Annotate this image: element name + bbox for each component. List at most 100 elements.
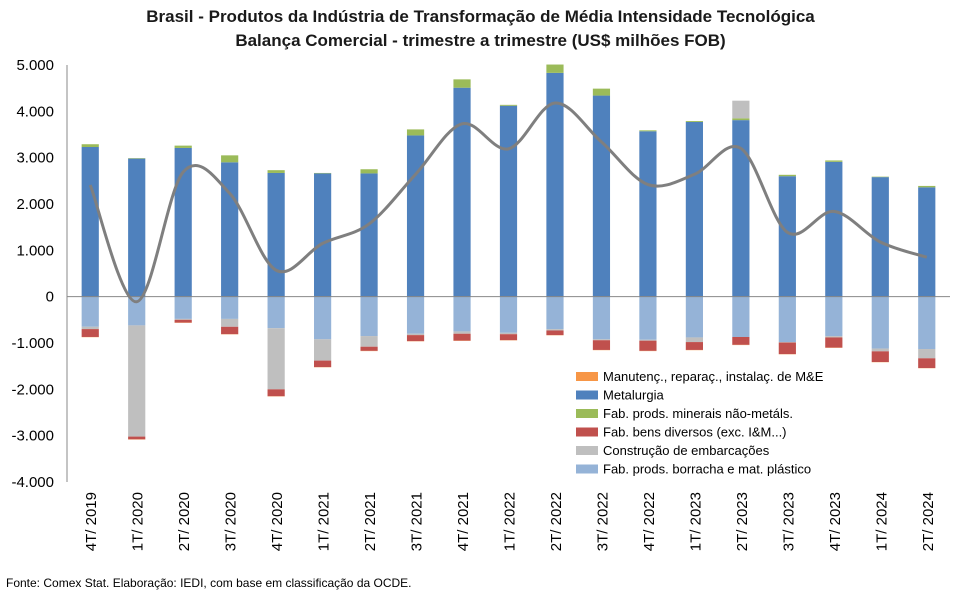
bar-3-0	[81, 329, 99, 337]
bar-1-15	[778, 176, 796, 297]
x-tick-label: 2T/ 2022	[548, 492, 565, 551]
bar-4-13	[685, 337, 703, 343]
bar-1-12	[639, 131, 657, 297]
bar-3-4	[267, 389, 285, 397]
bar-5-12	[639, 296, 657, 340]
bar-4-5	[314, 339, 332, 361]
x-tick-label: 1T/ 2021	[316, 492, 333, 551]
bar-2-4	[267, 170, 285, 173]
x-tick-label: 4T/ 2022	[641, 492, 658, 551]
y-tick-label: -1.000	[11, 335, 54, 352]
bar-1-6	[360, 173, 378, 297]
bar-5-4	[267, 296, 285, 329]
x-tick-label: 1T/ 2022	[502, 492, 519, 551]
bar-2-2	[174, 145, 192, 148]
bar-4-2	[174, 318, 192, 320]
bar-2-13	[685, 121, 703, 122]
bar-3-14	[732, 336, 750, 345]
bar-5-18	[918, 296, 936, 350]
x-tick-label: 1T/ 2024	[873, 492, 890, 551]
bar-4-1	[128, 325, 146, 437]
legend-label-0: Manutenç., reparaç., instalaç. de M&E	[603, 369, 824, 384]
x-tick-label: 1T/ 2023	[687, 492, 704, 551]
bar-4-14	[732, 100, 750, 119]
x-tick-label: 3T/ 2020	[223, 492, 240, 551]
bar-4-6	[360, 336, 378, 347]
x-tick-label: 1T/ 2020	[130, 492, 147, 551]
bar-4-9	[499, 332, 518, 335]
bar-3-9	[499, 334, 518, 341]
bar-3-11	[592, 340, 611, 350]
y-tick-label: 5.000	[16, 57, 54, 74]
bar-5-10	[546, 296, 564, 330]
y-tick-label: 1.000	[16, 242, 54, 259]
bar-1-16	[825, 161, 843, 297]
bar-5-2	[174, 296, 192, 319]
bar-4-17	[871, 348, 889, 352]
bar-5-9	[499, 296, 518, 333]
y-tick-label: 2.000	[16, 196, 54, 213]
bar-3-1	[128, 436, 146, 440]
y-tick-label: -2.000	[11, 381, 54, 398]
bar-4-11	[592, 339, 611, 341]
bar-1-10	[546, 72, 564, 297]
bar-2-12	[639, 130, 657, 132]
bar-3-7	[406, 335, 425, 342]
legend-swatch-4	[576, 446, 598, 455]
bar-5-11	[592, 296, 611, 340]
bar-3-2	[174, 319, 192, 323]
bar-1-5	[314, 173, 332, 297]
bar-1-7	[406, 135, 425, 297]
legend-swatch-3	[576, 427, 598, 437]
chart-subtitle: Balança Comercial - trimestre a trimestr…	[235, 31, 726, 50]
x-tick-label: 3T/ 2021	[409, 492, 426, 551]
bar-3-6	[360, 346, 378, 351]
legend-swatch-0	[576, 372, 598, 381]
source-note: Fonte: Comex Stat. Elaboração: IEDI, com…	[6, 576, 412, 590]
y-tick-label: -4.000	[11, 474, 54, 491]
bar-1-4	[267, 172, 285, 297]
legend-label-3: Fab. bens diversos (exc. I&M...)	[603, 425, 787, 440]
bar-3-12	[639, 340, 657, 351]
bar-2-10	[546, 64, 564, 73]
x-tick-label: 4T/ 2023	[827, 492, 844, 551]
bar-5-14	[732, 296, 750, 337]
legend-label-2: Fab. prods. minerais não-metáls.	[603, 406, 793, 421]
bar-4-16	[825, 336, 843, 338]
bar-3-5	[314, 360, 332, 368]
legend-label-1: Metalurgia	[603, 388, 664, 403]
bar-2-0	[81, 144, 99, 148]
x-tick-label: 2T/ 2021	[362, 492, 379, 551]
bar-1-0	[81, 147, 99, 297]
bar-2-18	[918, 185, 936, 188]
bar-5-5	[314, 296, 332, 340]
x-tick-label: 4T/ 2021	[455, 492, 472, 551]
bar-4-18	[918, 349, 936, 359]
bar-1-17	[871, 177, 889, 297]
bar-1-8	[453, 87, 471, 297]
bar-2-15	[778, 174, 796, 177]
x-tick-label: 3T/ 2022	[594, 492, 611, 551]
bar-3-10	[546, 330, 564, 336]
bar-3-13	[685, 342, 703, 350]
bar-2-3	[221, 155, 239, 163]
y-tick-label: 3.000	[16, 150, 54, 167]
bar-2-9	[499, 104, 518, 106]
bar-5-15	[778, 296, 796, 343]
bar-3-8	[453, 333, 471, 341]
legend-label-5: Fab. prods. borracha e mat. plástico	[603, 462, 811, 477]
x-tick-label: 4T/ 2019	[83, 492, 100, 551]
y-tick-label: 0	[46, 289, 54, 306]
bar-2-6	[360, 169, 378, 174]
legend-swatch-2	[576, 409, 598, 418]
bar-1-2	[174, 147, 192, 297]
bar-4-0	[81, 326, 99, 330]
x-tick-label: 2T/ 2023	[734, 492, 751, 551]
bar-1-3	[221, 162, 239, 297]
bar-4-4	[267, 328, 285, 390]
bar-5-1	[128, 296, 146, 326]
x-tick-label: 4T/ 2020	[269, 492, 286, 551]
x-tick-label: 2T/ 2024	[920, 492, 937, 551]
bar-2-14	[732, 118, 750, 121]
